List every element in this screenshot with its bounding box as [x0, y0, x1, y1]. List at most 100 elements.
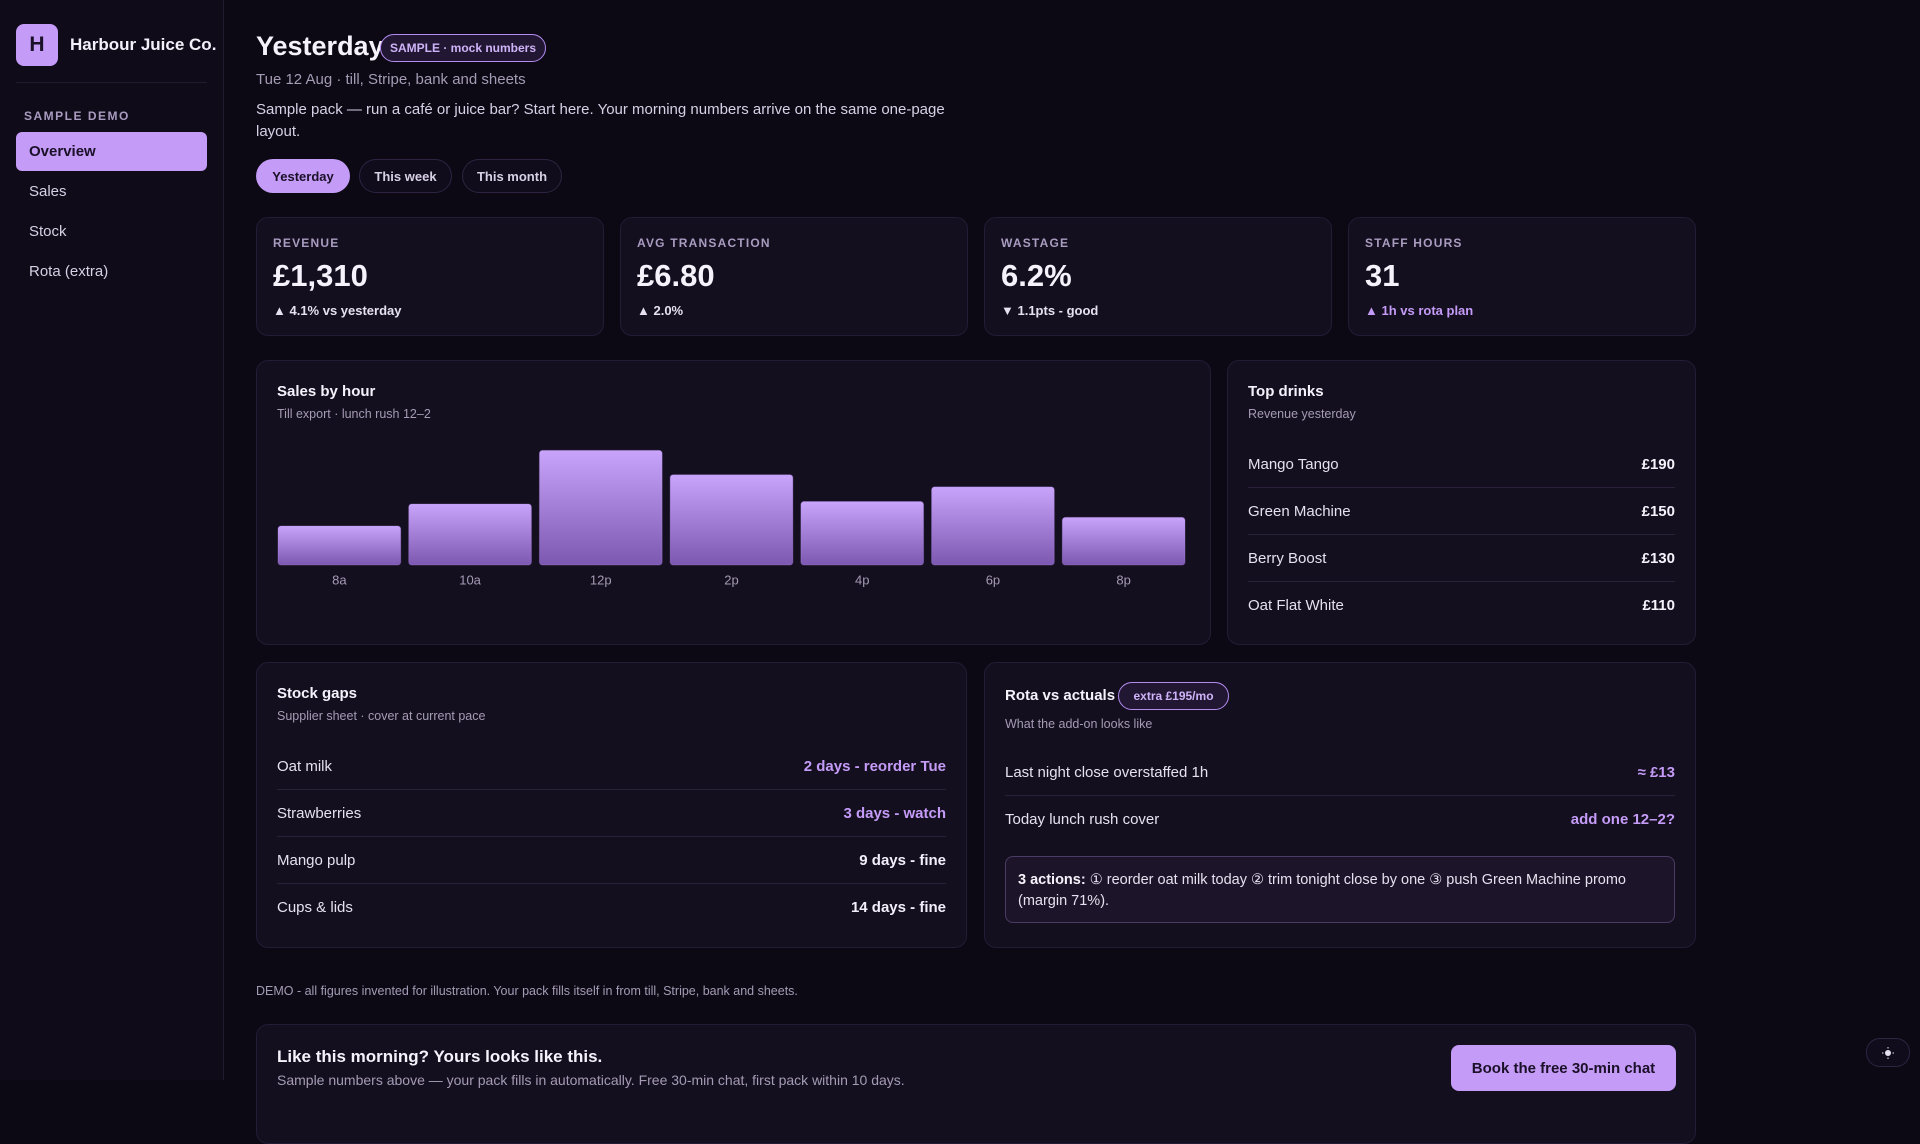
list-row: Green Machine £150: [1248, 488, 1675, 535]
drink-name: Oat Flat White: [1248, 596, 1344, 614]
kpi-label: WASTAGE: [1001, 236, 1070, 250]
cta-button[interactable]: Book the free 30-min chat: [1451, 1045, 1676, 1091]
nav-item[interactable]: Overview: [16, 132, 207, 171]
x-tick-label: 8p: [1116, 572, 1130, 587]
top-drinks-card: Top drinks Revenue yesterday Mango Tango £1…: [1227, 360, 1696, 645]
description: Sample pack — run a café or juice bar? S…: [256, 101, 945, 140]
bar: [538, 449, 663, 566]
list-row: Oat Flat White £110: [1248, 582, 1675, 628]
logo: H: [16, 24, 58, 66]
actions-label: 3 actions:: [1018, 872, 1086, 888]
badge: SAMPLE · mock numbers: [380, 34, 546, 62]
actions-text: ① reorder oat milk today ② trim tonight …: [1018, 872, 1626, 909]
section-label: SAMPLE DEMO: [24, 109, 130, 123]
cta-title: Like this morning? Yours looks like this…: [277, 1047, 603, 1066]
bar: [277, 525, 402, 566]
bar-chart: 8a 10a 12p 2p 4p 6p 8p: [277, 449, 1186, 587]
actions-box: 3 actions: ① reorder oat milk today ② tr…: [1005, 856, 1675, 923]
rota-item: Today lunch rush cover: [1005, 810, 1160, 828]
page-title: Yesterday: [256, 31, 384, 61]
list-row: Oat milk 2 days - reorder Tue: [277, 743, 946, 790]
stock-status: 3 days - watch: [843, 804, 946, 822]
x-tick-label: 10a: [459, 572, 481, 587]
card-title: Rota vs actuals: [1005, 687, 1116, 704]
drink-revenue: £110: [1642, 596, 1675, 614]
kpi-delta: ▲ 4.1% vs yesterday: [273, 303, 402, 318]
list-row: Cups & lids 14 days - fine: [277, 884, 946, 930]
kpi-card: REVENUE £1,310 ▲ 4.1% vs yesterday: [256, 217, 604, 336]
kpi-card: AVG TRANSACTION £6.80 ▲ 2.0%: [620, 217, 968, 336]
sun-icon: [1882, 1046, 1894, 1059]
card-title: Stock gaps: [277, 685, 358, 702]
bar: [931, 486, 1055, 566]
rota-card: Rota vs actuals extra £195/mo What the add…: [984, 662, 1696, 948]
kpi-value: £1,310: [273, 258, 368, 293]
card-subtitle: Supplier sheet · cover at current pace: [277, 709, 486, 723]
list-row: Last night close overstaffed 1h ≈ £13: [1005, 749, 1675, 796]
nav-item[interactable]: Stock: [29, 223, 67, 240]
drink-revenue: £150: [1641, 502, 1675, 520]
stock-item: Strawberries: [277, 804, 362, 822]
kpi-delta: ▼ 1.1pts - good: [1001, 303, 1099, 318]
drink-revenue: £130: [1641, 549, 1675, 567]
kpi-label: STAFF HOURS: [1365, 236, 1463, 250]
kpi-value: 31: [1365, 258, 1400, 293]
tab[interactable]: This month: [462, 159, 562, 193]
tab[interactable]: Yesterday: [256, 159, 350, 193]
badge: extra £195/mo: [1118, 682, 1229, 710]
x-tick-label: 2p: [724, 572, 738, 587]
tab[interactable]: This week: [359, 159, 452, 193]
stock-status: 14 days - fine: [850, 898, 946, 916]
x-tick-label: 4p: [855, 572, 869, 587]
list-row: Berry Boost £130: [1248, 535, 1675, 582]
stock-card: Stock gaps Supplier sheet · cover at curr…: [256, 662, 967, 948]
kpi-card: STAFF HOURS 31 ▲ 1h vs rota plan: [1348, 217, 1696, 336]
kpi-card: WASTAGE 6.2% ▼ 1.1pts - good: [984, 217, 1332, 336]
chart-subtitle: Till export · lunch rush 12–2: [277, 407, 431, 421]
x-tick-label: 6p: [986, 572, 1000, 587]
kpi-label: AVG TRANSACTION: [637, 236, 771, 250]
cta-card: Like this morning? Yours looks like this…: [256, 1024, 1696, 1144]
list-row: Mango pulp 9 days - fine: [277, 837, 946, 884]
drink-revenue: £190: [1641, 455, 1675, 473]
x-tick-label: 8a: [332, 572, 347, 587]
drink-name: Mango Tango: [1248, 455, 1339, 473]
list-row: Today lunch rush cover add one 12–2?: [1005, 796, 1675, 842]
sidebar: H Harbour Juice Co. SAMPLE DEMO Overview Sal…: [0, 0, 224, 1080]
card-title: Top drinks: [1248, 383, 1324, 400]
footer-note: DEMO - all figures invented for illustra…: [256, 984, 798, 998]
subtitle: Tue 12 Aug · till, Stripe, bank and shee…: [256, 71, 526, 88]
drink-name: Green Machine: [1248, 502, 1351, 520]
rota-value: add one 12–2?: [1570, 810, 1675, 828]
kpi-delta: ▲ 1h vs rota plan: [1365, 303, 1474, 318]
bar: [800, 501, 925, 566]
card-subtitle: Revenue yesterday: [1248, 407, 1356, 421]
drink-name: Berry Boost: [1248, 549, 1327, 567]
rota-item: Last night close overstaffed 1h: [1005, 763, 1209, 781]
brand: Harbour Juice Co.: [70, 35, 217, 54]
kpi-label: REVENUE: [273, 236, 340, 250]
stock-status: 9 days - fine: [859, 851, 946, 869]
list-row: Strawberries 3 days - watch: [277, 790, 946, 837]
bar: [669, 474, 794, 566]
divider: [16, 82, 207, 83]
cta-subtitle: Sample numbers above — your pack fills i…: [277, 1072, 905, 1088]
stock-status: 2 days - reorder Tue: [803, 757, 946, 775]
bar: [1061, 516, 1186, 566]
nav-item[interactable]: Rota (extra): [29, 263, 109, 280]
kpi-value: £6.80: [637, 258, 715, 293]
x-tick-label: 12p: [590, 572, 612, 587]
stock-item: Mango pulp: [277, 851, 356, 869]
stock-item: Oat milk: [277, 757, 333, 775]
nav-item[interactable]: Sales: [29, 183, 67, 200]
rota-value: ≈ £13: [1637, 763, 1675, 781]
bar: [408, 503, 532, 566]
stock-item: Cups & lids: [277, 898, 353, 916]
chart-card: Sales by hour Till export · lunch rush 12…: [256, 360, 1211, 645]
card-subtitle: What the add-on looks like: [1005, 717, 1153, 731]
kpi-value: 6.2%: [1001, 258, 1072, 293]
theme-toggle[interactable]: [1866, 1038, 1910, 1067]
kpi-delta: ▲ 2.0%: [637, 303, 684, 318]
list-row: Mango Tango £190: [1248, 441, 1675, 488]
